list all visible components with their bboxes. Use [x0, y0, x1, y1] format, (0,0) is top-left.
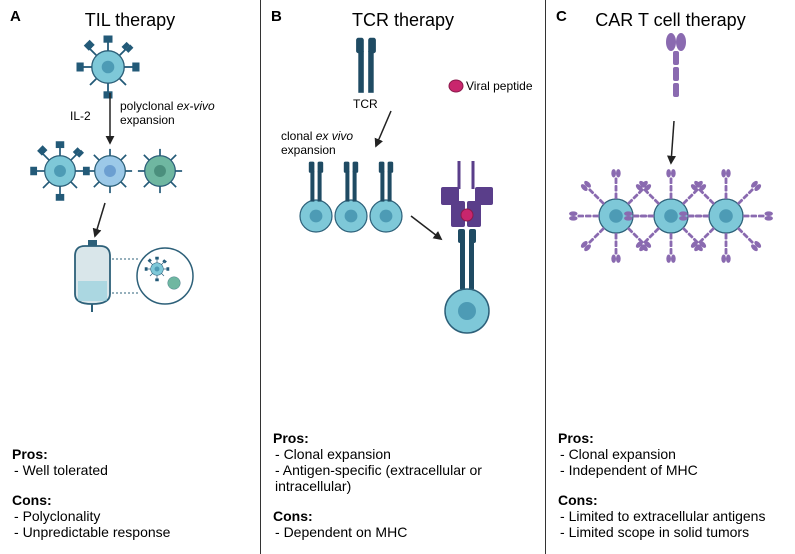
pro-c-1: - Clonal expansion: [560, 446, 783, 462]
panel-b: B TCR therapy: [260, 0, 545, 554]
panel-a-title: TIL therapy: [0, 10, 260, 31]
panel-c-diagram: [546, 31, 795, 422]
pro-c-2: - Independent of MHC: [560, 462, 783, 478]
con-a-2: - Unpredictable response: [14, 524, 248, 540]
expansion-label-a: polyclonal ex-vivo expansion: [120, 99, 230, 127]
panel-b-diagram: TCR Viral peptide clonal ex vivo expansi…: [261, 31, 545, 422]
il2-label: IL-2: [70, 109, 91, 123]
panel-c-text: Pros: - Clonal expansion - Independent o…: [546, 422, 795, 554]
panel-a-text: Pros: - Well tolerated Cons: - Polyclona…: [0, 438, 260, 554]
panel-b-title: TCR therapy: [261, 10, 545, 31]
expansion-label-b: clonal ex vivo expansion: [281, 129, 391, 157]
con-c-1: - Limited to extracellular antigens: [560, 508, 783, 524]
panel-b-label: B: [271, 8, 282, 25]
con-a-1: - Polyclonality: [14, 508, 248, 524]
cons-heading-a: Cons:: [12, 492, 248, 508]
panel-a: A TIL therapy: [0, 0, 260, 554]
viral-label: Viral peptide: [466, 79, 533, 93]
cons-heading-c: Cons:: [558, 492, 783, 508]
pro-b-1: - Clonal expansion: [275, 446, 533, 462]
con-b-1: - Dependent on MHC: [275, 524, 533, 540]
panel-c-title: CAR T cell therapy: [546, 10, 795, 31]
panel-a-diagram: IL-2 polyclonal ex-vivo expansion: [0, 31, 260, 438]
pro-b-2: - Antigen-specific (extracellular or int…: [275, 462, 533, 494]
panel-c: C CAR T cell therapy: [545, 0, 795, 554]
til-diagram-svg: [0, 31, 260, 391]
panel-c-label: C: [556, 8, 567, 25]
panel-b-text: Pros: - Clonal expansion - Antigen-speci…: [261, 422, 545, 554]
pro-a-1: - Well tolerated: [14, 462, 248, 478]
pros-heading-c: Pros:: [558, 430, 783, 446]
cons-heading-b: Cons:: [273, 508, 533, 524]
car-diagram-svg: [546, 31, 795, 371]
tcr-label: TCR: [353, 97, 378, 111]
pros-heading-a: Pros:: [12, 446, 248, 462]
panel-a-label: A: [10, 8, 21, 25]
pros-heading-b: Pros:: [273, 430, 533, 446]
con-c-2: - Limited scope in solid tumors: [560, 524, 783, 540]
